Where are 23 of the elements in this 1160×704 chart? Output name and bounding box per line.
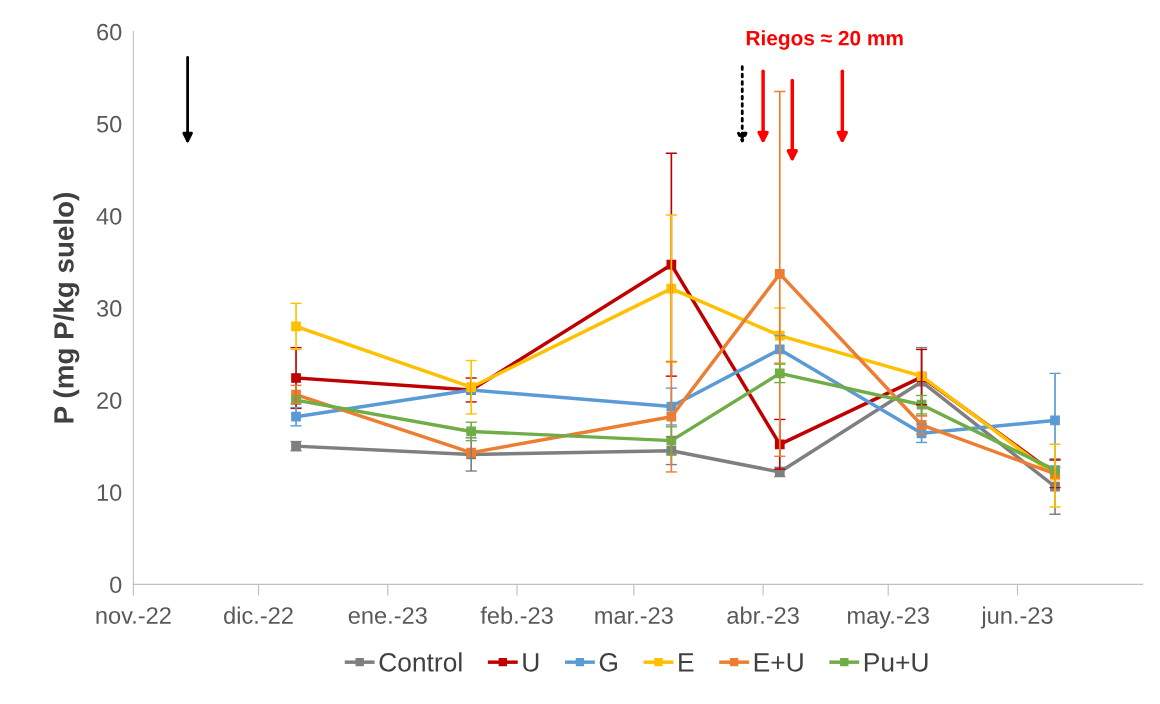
x-tick-label: ene.-23 [348, 607, 427, 624]
x-tick-label: mar.-23 [595, 607, 673, 624]
y-tick-label: 60 [97, 23, 122, 41]
legend-label: Pu+U [864, 653, 928, 672]
legend-label: Control [379, 652, 462, 672]
x-tick-label: jun.-23 [980, 606, 1053, 629]
y-tick-label: 0 [110, 576, 122, 594]
x-tick-label: dic.-22 [224, 606, 293, 624]
y-tick-label: 20 [97, 392, 122, 409]
y-tick-label: 30 [96, 300, 122, 317]
x-tick-label: abr.-23 [727, 606, 799, 624]
y-axis-title: P (mg P/kg suelo) [53, 193, 80, 423]
x-tick-label: feb.-23 [480, 606, 553, 624]
annotation: Riegos ≈ 20 mm [746, 30, 903, 50]
x-tick-label: may.-23 [848, 607, 929, 629]
legend-label: G [599, 652, 617, 672]
y-tick-label: 10 [97, 484, 122, 501]
legend-label: E+U [754, 653, 803, 672]
y-tick-label: 50 [96, 115, 122, 133]
x-tick-label: nov.-22 [96, 607, 171, 624]
legend-label: U [523, 653, 539, 672]
y-tick-label: 40 [96, 207, 122, 225]
legend-label: E [679, 653, 694, 672]
